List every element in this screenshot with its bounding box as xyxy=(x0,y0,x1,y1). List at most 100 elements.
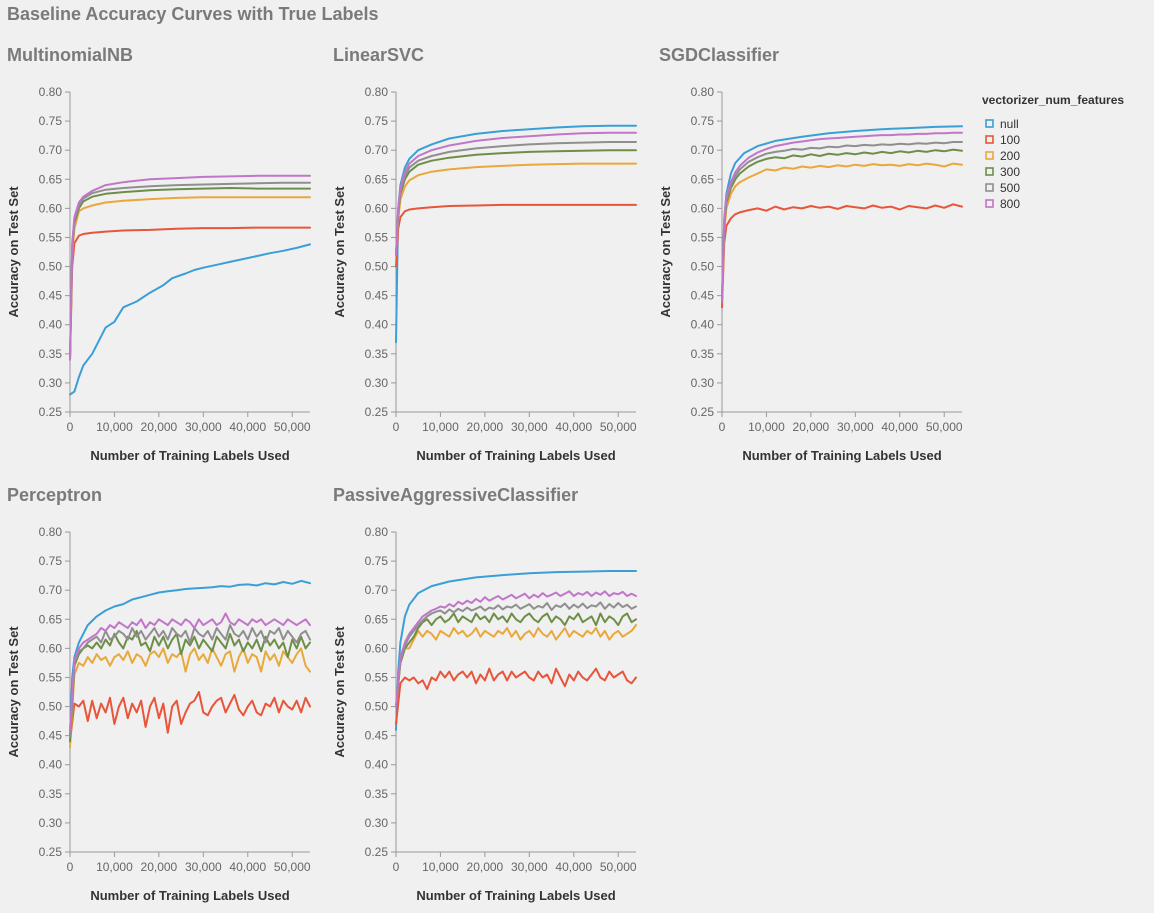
y-tick-label: 0.65 xyxy=(365,612,389,626)
y-tick-label: 0.25 xyxy=(365,845,389,859)
y-tick-label: 0.80 xyxy=(39,85,63,99)
y-tick-label: 0.70 xyxy=(39,143,63,157)
x-tick-label: 20,000 xyxy=(793,420,830,434)
series-line-100 xyxy=(69,226,311,361)
y-tick-label: 0.55 xyxy=(39,670,63,684)
y-tick-label: 0.45 xyxy=(365,289,389,303)
y-tick-label: 0.80 xyxy=(39,525,63,539)
x-tick-label: 50,000 xyxy=(274,860,311,874)
y-tick-label: 0.60 xyxy=(365,201,389,215)
x-tick-label: 10,000 xyxy=(748,420,785,434)
chart-panels: MultinomialNB 0.25 0.30 0.35 0.40 0.45 0.50 0.5… xyxy=(6,45,963,903)
series-line-null xyxy=(395,124,637,344)
series-line-300 xyxy=(69,187,311,361)
y-tick-label: 0.55 xyxy=(39,230,63,244)
y-tick-label: 0.30 xyxy=(39,376,63,390)
x-tick-label: 0 xyxy=(393,860,400,874)
y-axis-label: Accuracy on Test Set xyxy=(332,626,347,758)
legend-swatch xyxy=(985,119,994,128)
legend-swatch xyxy=(985,183,994,192)
y-tick-label: 0.45 xyxy=(691,289,715,303)
x-tick-label: 40,000 xyxy=(555,860,592,874)
y-tick-label: 0.25 xyxy=(691,405,715,419)
x-tick-label: 30,000 xyxy=(185,860,222,874)
y-tick-label: 0.80 xyxy=(365,525,389,539)
y-tick-label: 0.40 xyxy=(365,758,389,772)
series-line-500 xyxy=(395,141,637,256)
legend-swatch xyxy=(985,151,994,160)
y-tick-label: 0.75 xyxy=(39,114,63,128)
legend-swatch xyxy=(985,135,994,144)
legend-items: null 100 200 300 500 800 xyxy=(985,117,1020,211)
y-tick-label: 0.50 xyxy=(691,260,715,274)
y-tick-label: 0.45 xyxy=(365,729,389,743)
series-line-200 xyxy=(721,162,963,303)
x-tick-label: 0 xyxy=(67,420,74,434)
series-line-200 xyxy=(69,647,311,749)
legend-item: 500 xyxy=(985,181,1020,195)
x-axis-label: Number of Training Labels Used xyxy=(416,888,615,903)
x-tick-label: 20,000 xyxy=(141,860,178,874)
x-tick-label: 20,000 xyxy=(467,420,504,434)
y-tick-label: 0.35 xyxy=(365,347,389,361)
x-tick-label: 50,000 xyxy=(926,420,963,434)
legend-item: null xyxy=(985,117,1019,131)
series-line-800 xyxy=(395,131,637,256)
series-line-800 xyxy=(721,131,963,303)
y-tick-label: 0.75 xyxy=(365,554,389,568)
chart-panel-4: PassiveAggressiveClassifier 0.25 0.30 0.35 0… xyxy=(332,485,637,903)
series-line-800 xyxy=(69,612,311,731)
y-tick-label: 0.50 xyxy=(39,700,63,714)
y-tick-label: 0.30 xyxy=(691,376,715,390)
legend-swatch xyxy=(985,167,994,176)
y-tick-label: 0.65 xyxy=(691,172,715,186)
series-line-300 xyxy=(69,629,311,743)
x-tick-label: 10,000 xyxy=(422,420,459,434)
y-tick-label: 0.40 xyxy=(39,758,63,772)
panel-title: LinearSVC xyxy=(333,45,424,65)
y-tick-label: 0.40 xyxy=(365,318,389,332)
x-axis-label: Number of Training Labels Used xyxy=(90,888,289,903)
series-line-300 xyxy=(395,612,637,708)
x-tick-label: 30,000 xyxy=(511,420,548,434)
y-tick-label: 0.25 xyxy=(39,405,63,419)
x-tick-label: 20,000 xyxy=(141,420,178,434)
series-line-100 xyxy=(69,691,311,743)
legend-label: 500 xyxy=(1000,181,1020,195)
y-tick-label: 0.35 xyxy=(39,347,63,361)
x-tick-label: 0 xyxy=(393,420,400,434)
x-tick-label: 30,000 xyxy=(511,860,548,874)
x-axis-label: Number of Training Labels Used xyxy=(742,448,941,463)
x-tick-label: 0 xyxy=(719,420,726,434)
x-tick-label: 50,000 xyxy=(600,860,637,874)
y-tick-label: 0.40 xyxy=(39,318,63,332)
x-tick-label: 10,000 xyxy=(422,860,459,874)
panel-title: MultinomialNB xyxy=(7,45,133,65)
x-axis-label: Number of Training Labels Used xyxy=(90,448,289,463)
y-tick-label: 0.60 xyxy=(39,201,63,215)
y-tick-label: 0.40 xyxy=(691,318,715,332)
series-line-100 xyxy=(395,203,637,268)
y-tick-label: 0.55 xyxy=(365,670,389,684)
series-line-100 xyxy=(395,667,637,725)
series-line-300 xyxy=(721,148,963,303)
legend-label: 800 xyxy=(1000,197,1020,211)
y-tick-label: 0.50 xyxy=(39,260,63,274)
series-line-800 xyxy=(69,174,311,361)
y-tick-label: 0.75 xyxy=(39,554,63,568)
series-line-100 xyxy=(721,203,963,309)
y-tick-label: 0.75 xyxy=(691,114,715,128)
y-tick-label: 0.70 xyxy=(365,583,389,597)
series-line-null xyxy=(395,570,637,731)
legend-label: 100 xyxy=(1000,133,1020,147)
series-line-200 xyxy=(69,196,311,361)
y-tick-label: 0.60 xyxy=(39,641,63,655)
series-line-null xyxy=(69,243,311,396)
series-line-500 xyxy=(69,624,311,737)
x-tick-label: 40,000 xyxy=(229,860,266,874)
y-tick-label: 0.35 xyxy=(691,347,715,361)
y-tick-label: 0.65 xyxy=(365,172,389,186)
series-line-500 xyxy=(395,601,637,708)
x-tick-label: 40,000 xyxy=(229,420,266,434)
